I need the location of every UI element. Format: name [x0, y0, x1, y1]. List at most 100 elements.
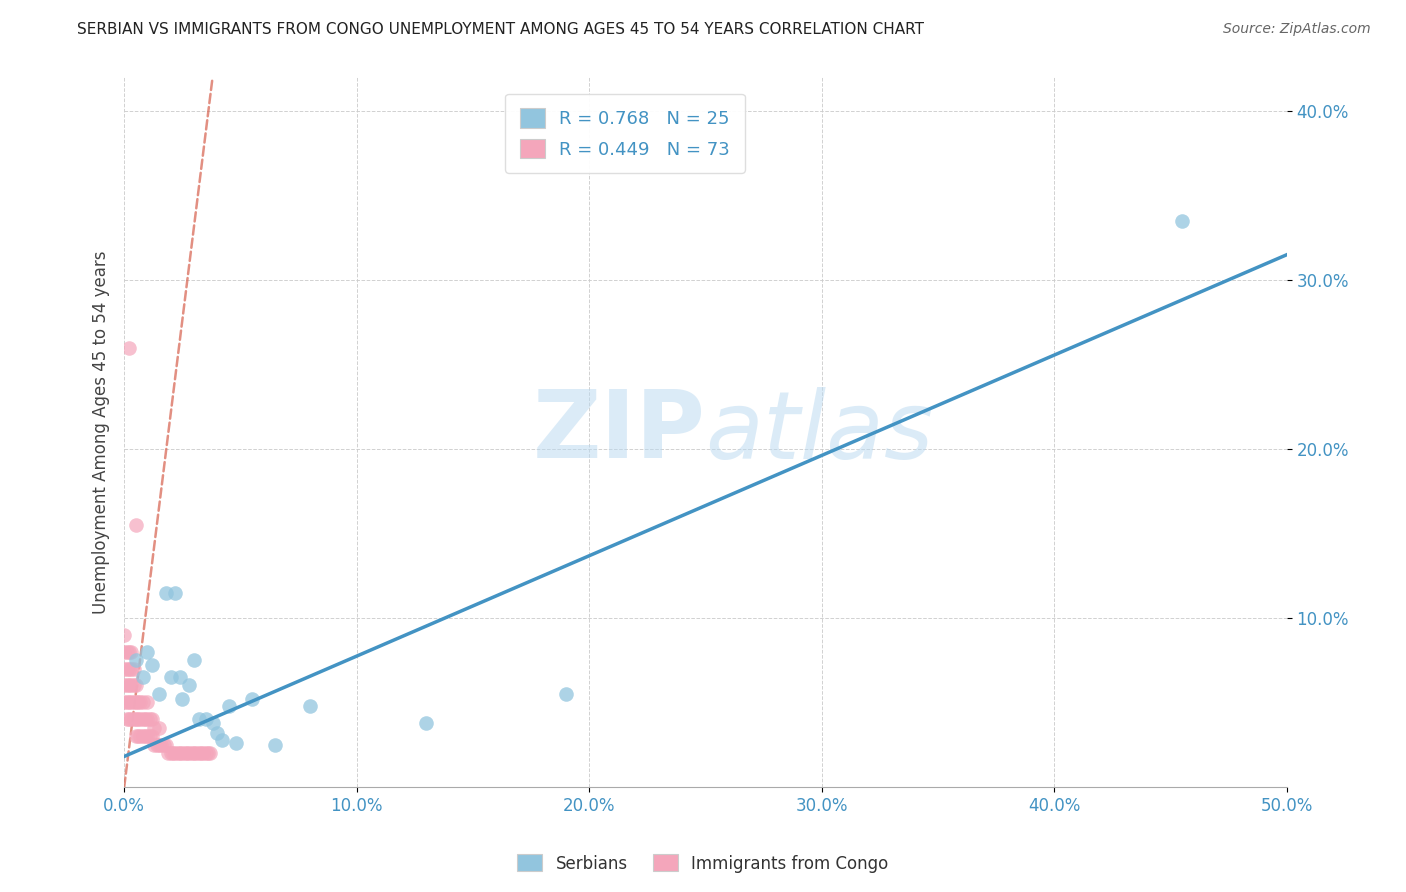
Point [555, 687, 578, 701]
Point [169, 670, 191, 684]
Point [132, 695, 155, 709]
Point [120, 645, 142, 659]
Point [120, 695, 142, 709]
Point [179, 746, 201, 760]
Point [129, 712, 152, 726]
Text: Source: ZipAtlas.com: Source: ZipAtlas.com [1223, 22, 1371, 37]
Point [122, 662, 145, 676]
Point [183, 653, 205, 667]
Point [132, 729, 155, 743]
Text: atlas: atlas [706, 386, 934, 477]
Point [159, 670, 181, 684]
Point [125, 712, 148, 726]
Point [148, 687, 170, 701]
Point [143, 738, 166, 752]
Point [136, 695, 159, 709]
Point [115, 645, 138, 659]
Point [197, 746, 219, 760]
Point [172, 692, 194, 706]
Point [136, 712, 159, 726]
Point [129, 729, 152, 743]
Point [129, 695, 152, 709]
Point [225, 736, 247, 750]
Point [194, 712, 217, 726]
Point [172, 746, 194, 760]
Point [150, 738, 173, 752]
Y-axis label: Unemployment Among Ages 45 to 54 years: Unemployment Among Ages 45 to 54 years [93, 251, 110, 614]
Point [134, 729, 156, 743]
Point [132, 670, 155, 684]
Point [125, 678, 148, 692]
Point [118, 662, 141, 676]
Point [166, 746, 188, 760]
Point [141, 658, 163, 673]
Point [125, 653, 148, 667]
Point [148, 721, 170, 735]
Point [194, 746, 217, 760]
Point [1171, 214, 1194, 228]
Point [141, 729, 163, 743]
Point [115, 712, 138, 726]
Point [200, 746, 222, 760]
Point [122, 712, 145, 726]
Point [211, 732, 233, 747]
Point [183, 746, 205, 760]
Point [118, 695, 141, 709]
Point [187, 746, 209, 760]
Point [118, 678, 141, 692]
Text: SERBIAN VS IMMIGRANTS FROM CONGO UNEMPLOYMENT AMONG AGES 45 TO 54 YEARS CORRELAT: SERBIAN VS IMMIGRANTS FROM CONGO UNEMPLO… [77, 22, 924, 37]
Point [136, 729, 159, 743]
Point [148, 738, 170, 752]
Point [112, 695, 135, 709]
Point [134, 712, 156, 726]
Point [155, 738, 177, 752]
Point [127, 712, 149, 726]
Point [112, 678, 135, 692]
Point [264, 738, 287, 752]
Text: ZIP: ZIP [533, 386, 706, 478]
Point [139, 712, 162, 726]
Point [187, 712, 209, 726]
Point [186, 746, 208, 760]
Point [118, 645, 141, 659]
Point [122, 678, 145, 692]
Legend: Serbians, Immigrants from Congo: Serbians, Immigrants from Congo [510, 847, 896, 880]
Point [122, 695, 145, 709]
Point [152, 738, 174, 752]
Point [143, 721, 166, 735]
Point [159, 746, 181, 760]
Point [415, 715, 437, 730]
Point [240, 692, 263, 706]
Point [205, 726, 228, 740]
Point [165, 585, 187, 599]
Point [118, 712, 141, 726]
Point [125, 518, 148, 533]
Point [165, 746, 187, 760]
Point [120, 712, 142, 726]
Point [132, 712, 155, 726]
Point [127, 695, 149, 709]
Point [180, 746, 202, 760]
Point [169, 746, 191, 760]
Point [115, 695, 138, 709]
Point [145, 738, 167, 752]
Point [193, 746, 215, 760]
Point [112, 628, 135, 642]
Point [179, 678, 201, 692]
Point [141, 712, 163, 726]
Legend: R = 0.768   N = 25, R = 0.449   N = 73: R = 0.768 N = 25, R = 0.449 N = 73 [505, 94, 745, 173]
Point [218, 698, 240, 713]
Point [112, 662, 135, 676]
Point [112, 645, 135, 659]
Point [115, 662, 138, 676]
Point [299, 698, 322, 713]
Point [157, 746, 180, 760]
Point [120, 662, 142, 676]
Point [136, 645, 159, 659]
Point [139, 729, 162, 743]
Point [155, 585, 177, 599]
Point [127, 729, 149, 743]
Point [201, 715, 224, 730]
Point [118, 341, 141, 355]
Point [173, 746, 195, 760]
